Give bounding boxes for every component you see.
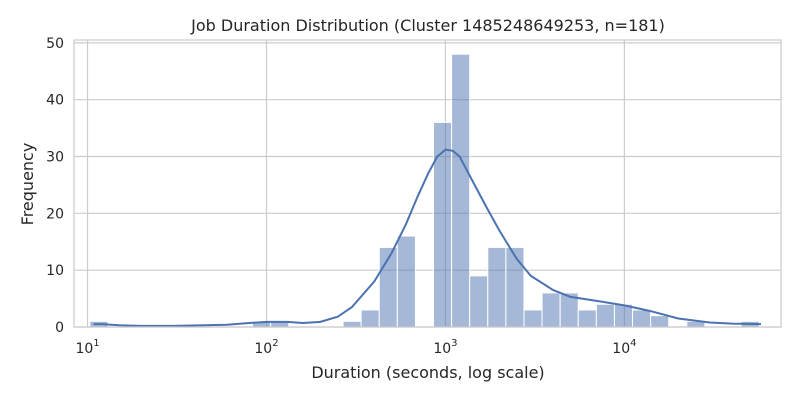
plot-background [74,40,781,327]
x-tick-labels: 101 102 103 104 [75,338,636,357]
chart-title: Job Duration Distribution (Cluster 14852… [190,16,665,35]
histogram-bar [595,303,615,328]
y-tick-label: 30 [46,150,64,166]
histogram-bar [632,309,652,328]
histogram-bar [650,315,670,328]
y-tick-label: 50 [46,36,64,52]
histogram-bar [451,53,471,328]
histogram-bars [89,53,760,328]
kde-curve [93,148,762,327]
histogram-bar [360,309,380,328]
y-tick-label: 20 [46,206,64,222]
y-tick-label: 40 [46,93,64,109]
histogram-bar [342,320,362,328]
y-tick-labels: 0 10 20 30 40 50 [46,36,64,336]
x-tick-label: 102 [254,338,278,357]
y-axis-title: Frequency [18,143,37,226]
y-tick-label: 0 [55,320,64,336]
histogram-bar [577,309,597,328]
plot-frame [73,39,782,328]
y-tick-label: 10 [46,263,64,279]
x-tick-label: 103 [433,338,457,357]
histogram-bar [487,246,507,328]
x-tick-label: 101 [75,338,99,357]
histogram-bar [396,235,416,328]
histogram-bar [613,303,634,328]
histogram-bar [505,246,525,328]
histogram-bar [523,309,543,328]
histogram-bar [469,275,489,328]
x-axis-title: Duration (seconds, log scale) [311,363,544,382]
x-tick-label: 104 [612,338,636,357]
histogram-bar [541,292,561,328]
